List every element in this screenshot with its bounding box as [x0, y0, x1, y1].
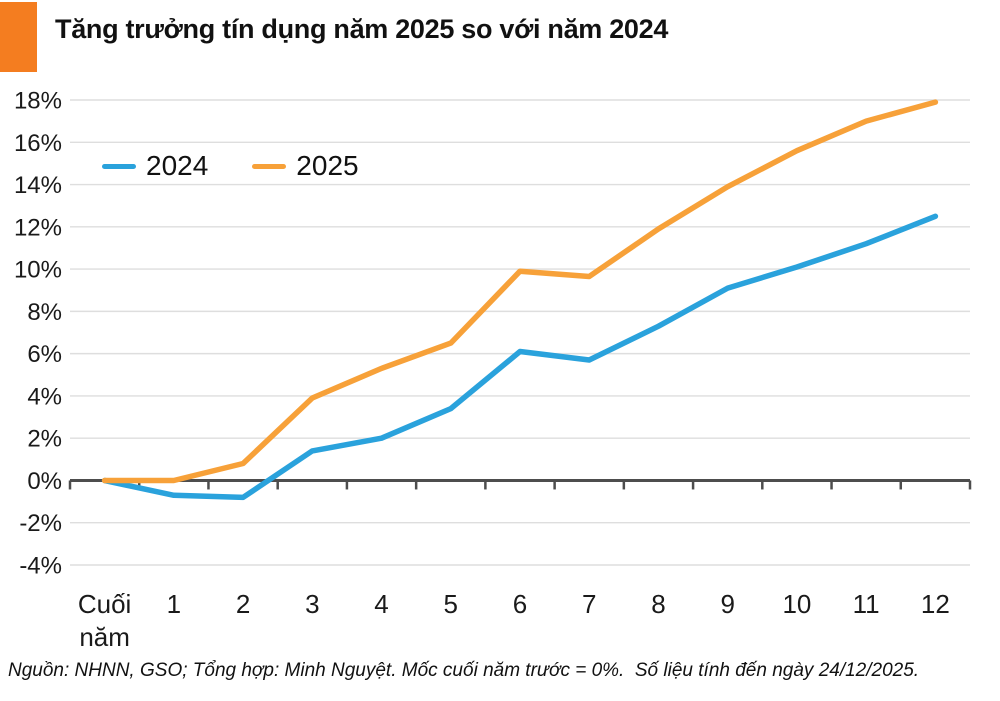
y-tick-label: -2%: [19, 510, 62, 537]
x-tick-label: 3: [305, 589, 319, 619]
legend-swatch-2025: [252, 163, 287, 169]
y-tick-label: -4%: [19, 553, 62, 580]
y-tick-label: 10%: [14, 257, 62, 284]
y-tick-label: 2%: [27, 426, 62, 453]
y-tick-label: 14%: [14, 172, 62, 199]
title-accent-square: [0, 2, 37, 72]
y-tick-label: 16%: [14, 130, 62, 157]
y-tick-label: 12%: [14, 214, 62, 241]
x-tick-label: 5: [444, 589, 458, 619]
x-tick-label: 7: [582, 589, 596, 619]
legend-label-2025: 2025: [296, 150, 359, 181]
x-tick-label: Cuối: [78, 589, 131, 619]
x-tick-label: 1: [167, 589, 181, 619]
source-note: Nguồn: NHNN, GSO; Tổng hợp: Minh Nguyệt.…: [8, 660, 920, 681]
x-tick-label: 10: [782, 589, 811, 619]
x-tick-label: 8: [651, 589, 665, 619]
series-line-2025: [101, 99, 939, 484]
x-tick-label: 11: [853, 589, 880, 619]
x-tick-label: 9: [720, 589, 734, 619]
x-tick-label: 2: [236, 589, 250, 619]
legend: 2024 2025: [102, 150, 359, 182]
y-tick-label: 18%: [14, 88, 62, 115]
y-tick-label: 6%: [27, 341, 62, 368]
chart-title: Tăng trưởng tín dụng năm 2025 so với năm…: [55, 14, 669, 44]
series-line-2024: [101, 213, 939, 501]
legend-item-2025: 2025: [252, 150, 359, 182]
y-tick-label: 8%: [27, 299, 62, 326]
legend-label-2024: 2024: [146, 150, 209, 181]
legend-swatch-2024: [102, 163, 136, 169]
y-tick-label: 0%: [27, 468, 62, 495]
x-tick-label: 6: [513, 589, 527, 619]
x-tick-label: 12: [921, 589, 950, 619]
x-tick-label: 4: [374, 589, 388, 619]
y-tick-label: 4%: [27, 383, 62, 410]
x-tick-label: năm: [79, 622, 130, 652]
legend-item-2024: 2024: [102, 150, 208, 182]
